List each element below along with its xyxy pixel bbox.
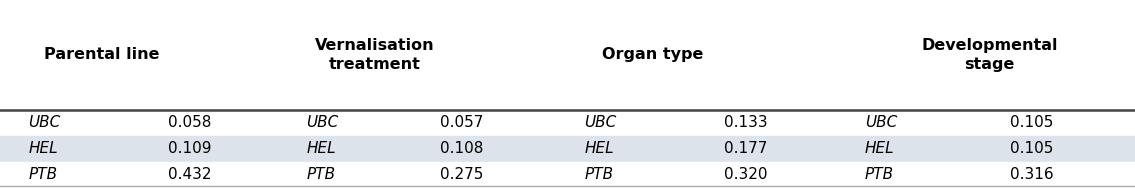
Text: 0.057: 0.057 — [440, 115, 484, 130]
Bar — [0, 110, 1135, 136]
Text: 0.320: 0.320 — [724, 168, 767, 183]
Text: HEL: HEL — [865, 142, 894, 156]
Text: 0.105: 0.105 — [1010, 115, 1053, 130]
Text: 0.105: 0.105 — [1010, 142, 1053, 156]
Text: Parental line: Parental line — [44, 48, 160, 62]
Text: UBC: UBC — [306, 115, 338, 130]
Text: UBC: UBC — [865, 115, 897, 130]
Text: UBC: UBC — [28, 115, 60, 130]
Text: Developmental
stage: Developmental stage — [922, 38, 1058, 72]
Text: 0.316: 0.316 — [1010, 168, 1053, 183]
Text: 0.058: 0.058 — [168, 115, 211, 130]
Bar — [0, 162, 1135, 188]
Text: PTB: PTB — [306, 168, 336, 183]
Text: 0.133: 0.133 — [724, 115, 767, 130]
Text: PTB: PTB — [585, 168, 614, 183]
Text: HEL: HEL — [306, 142, 336, 156]
Text: 0.432: 0.432 — [168, 168, 211, 183]
Text: UBC: UBC — [585, 115, 616, 130]
Bar — [0, 136, 1135, 162]
Text: Organ type: Organ type — [602, 48, 704, 62]
Text: 0.109: 0.109 — [168, 142, 211, 156]
Text: HEL: HEL — [585, 142, 614, 156]
Text: Vernalisation
treatment: Vernalisation treatment — [314, 38, 435, 72]
Text: 0.108: 0.108 — [440, 142, 484, 156]
Text: PTB: PTB — [28, 168, 58, 183]
Bar — [0, 0, 1135, 110]
Text: PTB: PTB — [865, 168, 894, 183]
Text: 0.275: 0.275 — [440, 168, 484, 183]
Text: HEL: HEL — [28, 142, 58, 156]
Text: 0.177: 0.177 — [724, 142, 767, 156]
